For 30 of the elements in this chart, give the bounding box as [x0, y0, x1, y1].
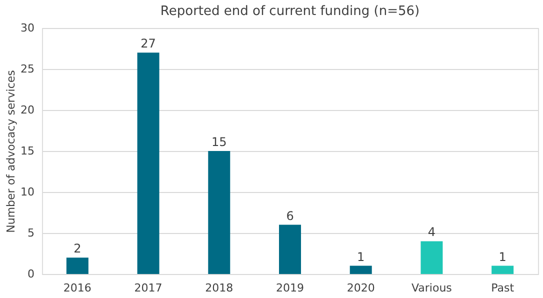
x-tick-label: Past [491, 282, 515, 294]
y-tick-label: 30 [20, 22, 34, 34]
x-tick-label: 2017 [134, 282, 162, 294]
bar [420, 241, 443, 274]
bar [492, 266, 514, 274]
bar [279, 224, 301, 274]
data-label: 6 [286, 208, 294, 223]
chart-title: Reported end of current funding (n=56) [160, 4, 420, 19]
data-label: 1 [498, 250, 506, 264]
bar [137, 52, 160, 274]
data-label: 15 [212, 135, 227, 149]
x-tick-label: Various [411, 282, 452, 294]
data-label: 4 [428, 225, 436, 240]
data-label: 1 [357, 250, 365, 264]
y-tick-label: 20 [20, 104, 34, 116]
bar [208, 151, 230, 274]
x-tick-label: 2019 [276, 282, 304, 294]
x-tick-label: 2016 [63, 282, 92, 294]
y-tick-label: 5 [28, 226, 34, 240]
y-tick-label: 10 [20, 186, 34, 198]
data-label: 27 [140, 36, 156, 51]
y-tick-label: 25 [20, 62, 34, 76]
bar [66, 258, 88, 274]
x-tick-label: 2020 [346, 282, 375, 294]
y-axis-title: Number of advocacy services [4, 70, 18, 233]
y-tick-label: 15 [20, 144, 34, 158]
bar [350, 266, 372, 274]
x-tick-label: 2018 [205, 282, 234, 294]
data-label: 2 [74, 242, 82, 256]
y-tick-label: 0 [28, 268, 34, 280]
